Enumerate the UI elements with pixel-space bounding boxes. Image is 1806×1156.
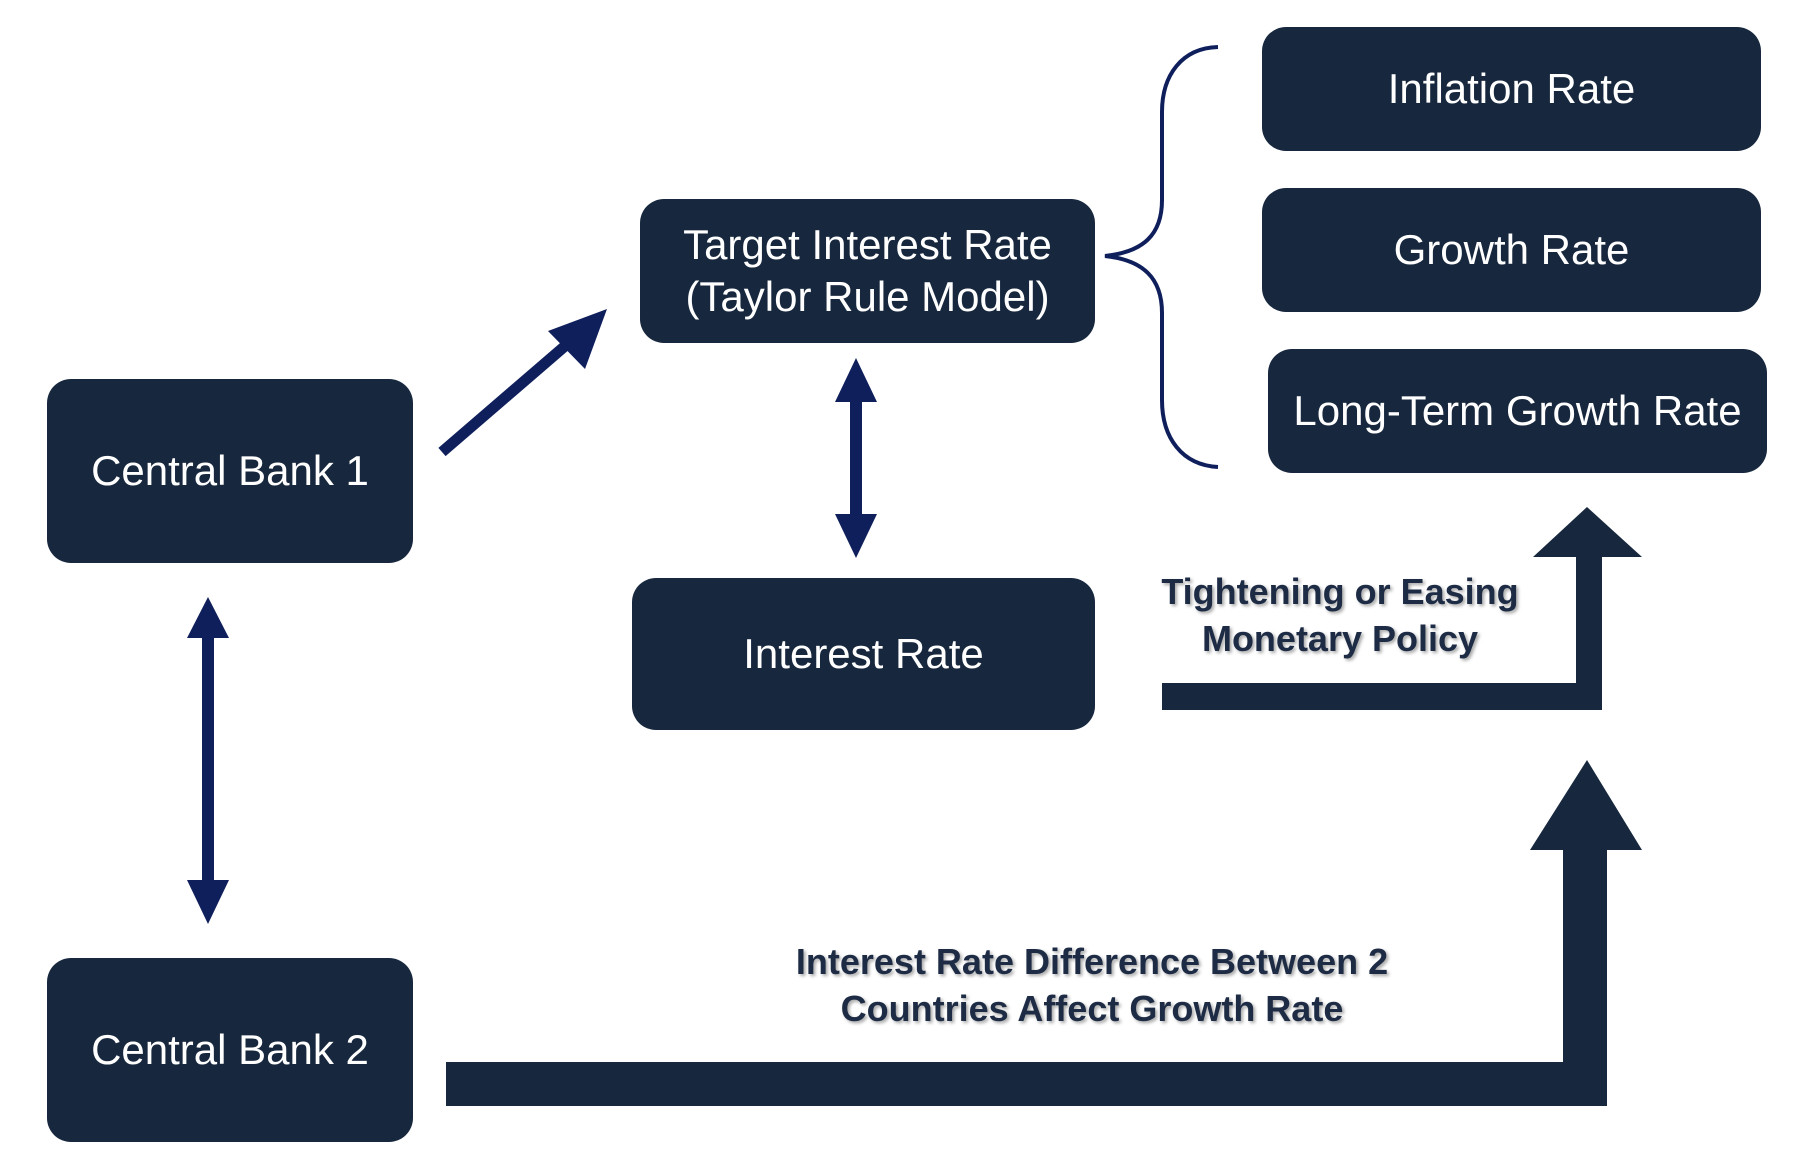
growth-rate-box: Growth Rate (1262, 188, 1761, 312)
arrow-policy-bent (1162, 507, 1642, 710)
policy-label: Tightening or Easing Monetary Policy (1120, 569, 1560, 663)
growth-rate-label: Growth Rate (1393, 225, 1630, 273)
difference-label-line2: Countries Affect Growth Rate (840, 987, 1344, 1029)
curly-brace (1104, 45, 1219, 469)
interest-rate-box: Interest Rate (632, 578, 1095, 730)
inflation-rate-box: Inflation Rate (1262, 27, 1761, 151)
long-term-growth-rate-box: Long-Term Growth Rate (1268, 349, 1767, 473)
interest-rate-label: Interest Rate (743, 629, 984, 677)
policy-label-line1: Tightening or Easing (1161, 571, 1519, 612)
policy-label-line2: Monetary Policy (1201, 617, 1479, 659)
target-interest-rate-subtitle: (Taylor Rule Model) (685, 273, 1050, 320)
arrow-difference-bent (446, 760, 1642, 1106)
central-bank-1-label: Central Bank 1 (91, 446, 369, 494)
difference-label-line1: Interest Rate Difference Between 2 (795, 941, 1389, 982)
central-bank-1-box: Central Bank 1 (47, 379, 413, 563)
double-arrow-target-interest (835, 358, 877, 558)
double-arrow-cb1-cb2 (187, 597, 229, 924)
central-bank-2-box: Central Bank 2 (47, 958, 413, 1142)
arrow-cb1-to-target (438, 309, 607, 457)
central-bank-2-label: Central Bank 2 (91, 1025, 369, 1073)
target-interest-rate-title: Target Interest Rate (683, 220, 1052, 268)
inflation-rate-label: Inflation Rate (1387, 64, 1636, 112)
difference-label: Interest Rate Difference Between 2 Count… (752, 939, 1432, 1033)
target-interest-rate-box: Target Interest Rate (Taylor Rule Model) (640, 199, 1095, 343)
long-term-growth-rate-label: Long-Term Growth Rate (1293, 386, 1742, 434)
